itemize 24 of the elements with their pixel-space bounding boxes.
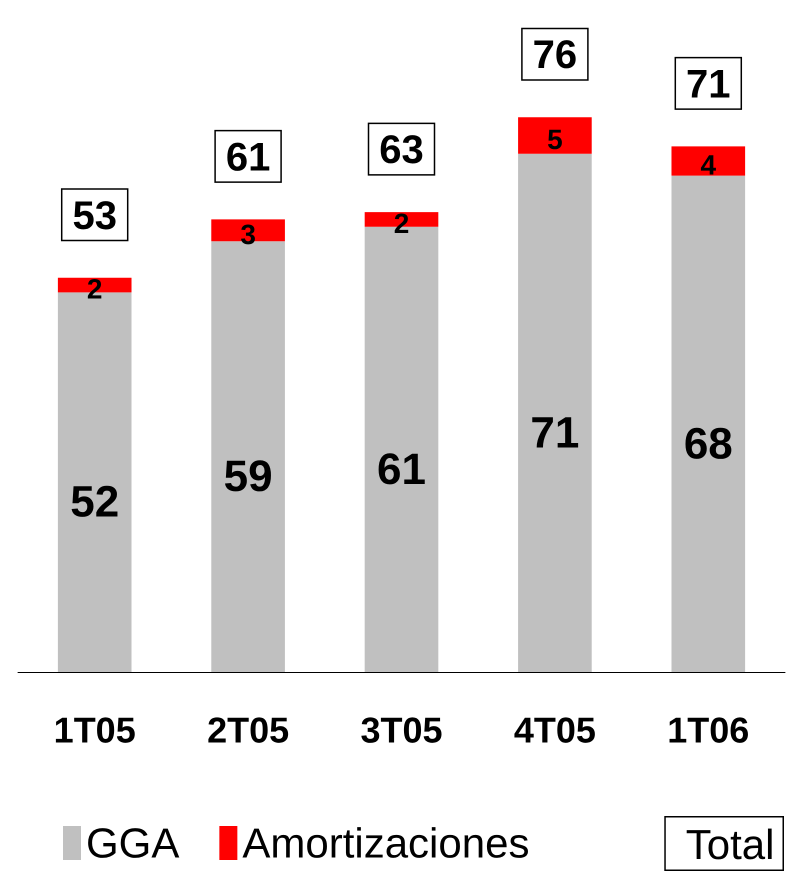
x-tick-label: 1T06 [667,710,750,750]
total-label: 71 [686,62,731,106]
bar [671,176,746,672]
total-label: 61 [226,135,270,180]
x-tick-label: 2T05 [207,710,290,750]
total-label: 63 [379,128,424,172]
data-label: 52 [70,478,120,527]
data-label: 5 [547,124,563,155]
legend-label: Amortizaciones [242,820,530,866]
x-tick-label: 3T05 [360,710,443,750]
total-label: 76 [532,33,578,78]
legend-label: GGA [86,820,180,866]
bar [518,117,592,154]
data-label: 4 [700,150,717,180]
data-label: 61 [377,444,426,494]
x-tick-label: 4T05 [514,710,596,750]
total-label: 53 [72,194,117,238]
bar [671,146,746,176]
legend-title: Total [686,821,774,868]
data-label: 59 [224,452,273,502]
bar [518,154,592,672]
x-tick-label: 1T05 [54,710,136,750]
data-label: 71 [530,408,580,458]
data-label: 68 [684,419,733,468]
